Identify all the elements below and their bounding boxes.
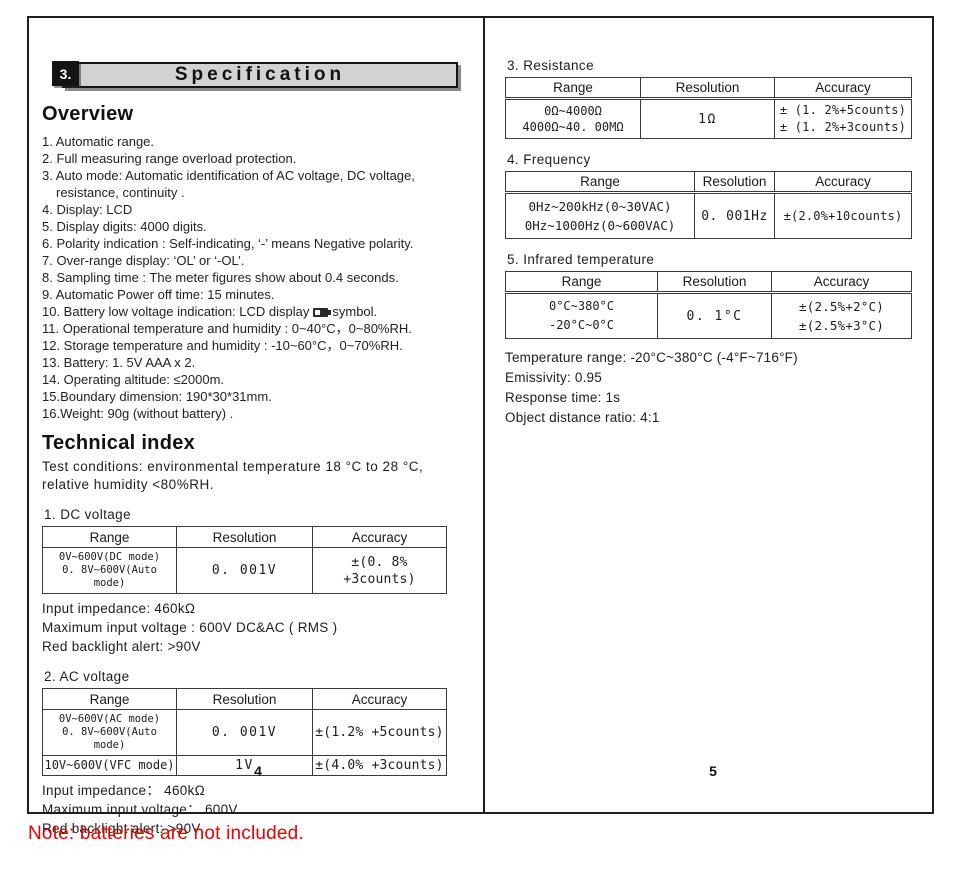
ac-voltage-table: Range Resolution Accuracy 0V~600V(AC mod… <box>42 688 447 776</box>
col-header-resolution: Resolution <box>694 171 775 194</box>
col-header-resolution: Resolution <box>176 526 313 548</box>
battery-item-prefix: 10. Battery low voltage indication: LCD … <box>42 304 310 319</box>
table-row: 0°C~380°C -20°C~0°C 0. 1°C ±(2.5%+2°C) ±… <box>505 292 912 339</box>
list-item: 13. Battery: 1. 5V AAA x 2. <box>42 355 196 370</box>
page-4: 3. Specification Overview 1. Automatic r… <box>42 46 470 838</box>
table-row: 0Hz~200kHz(0~30VAC) 0Hz~1000Hz(0~600VAC)… <box>505 192 912 239</box>
col-header-range: Range <box>505 171 695 194</box>
page-border <box>27 16 934 814</box>
page-number-5: 5 <box>709 763 717 779</box>
resistance-resolution-cell: 1Ω <box>640 98 775 139</box>
col-header-resolution: Resolution <box>640 77 775 100</box>
table-row: 10V~600V(VFC mode) 1V ±(4.0% +3counts) <box>42 755 447 776</box>
section-title: Specification <box>174 64 346 85</box>
list-item: 3. Auto mode: Automatic identification o… <box>42 168 415 200</box>
note-line: Object distance ratio: 4:1 <box>505 410 660 425</box>
note-line: Response time: 1s <box>505 390 621 405</box>
col-header-accuracy: Accuracy <box>774 77 912 100</box>
col-header-range: Range <box>42 688 177 710</box>
list-item: 12. Storage temperature and humidity : -… <box>42 338 403 353</box>
ac-vfc-resolution-cell: 1V <box>176 755 313 776</box>
note-line: Maximum input voltage : 600V DC&AC ( RMS… <box>42 620 338 635</box>
ac-notes: Input impedance： 460kΩ Maximum input vol… <box>42 781 470 838</box>
section-header-bar: 3. Specification <box>52 61 458 88</box>
list-item: 15.Boundary dimension: 190*30*31mm. <box>42 389 272 404</box>
list-item: 9. Automatic Power off time: 15 minutes. <box>42 287 275 302</box>
ac-accuracy-cell: ±(1.2% +5counts) <box>312 709 447 756</box>
frequency-range-cell: 0Hz~200kHz(0~30VAC) 0Hz~1000Hz(0~600VAC) <box>505 192 695 239</box>
dc-range-cell: 0V~600V(DC mode) 0. 8V~600V(Auto mode) <box>42 547 177 594</box>
col-header-accuracy: Accuracy <box>771 271 912 294</box>
resistance-accuracy-cell: ± (1. 2%+5counts) ± (1. 2%+3counts) <box>774 98 912 139</box>
overview-heading: Overview <box>42 103 134 125</box>
resistance-title: 3. Resistance <box>507 58 594 73</box>
infrared-accuracy-cell: ±(2.5%+2°C) ±(2.5%+3°C) <box>771 292 912 339</box>
ac-vfc-accuracy-cell: ±(4.0% +3counts) <box>312 755 447 776</box>
note-line: Input impedance: 460kΩ <box>42 601 196 616</box>
table-row: 0V~600V(AC mode) 0. 8V~600V(Auto mode) 0… <box>42 709 447 756</box>
frequency-resolution-cell: 0. 001Hz <box>694 192 775 239</box>
col-header-accuracy: Accuracy <box>312 526 447 548</box>
list-item: 4. Display: LCD <box>42 202 133 217</box>
note-line: Red backlight alert: >90V <box>42 821 201 836</box>
technical-index-heading: Technical index <box>42 432 196 454</box>
dc-voltage-table: Range Resolution Accuracy 0V~600V(DC mod… <box>42 526 447 594</box>
col-header-range: Range <box>505 271 658 294</box>
list-item-battery: 10. Battery low voltage indication: LCD … <box>42 303 470 320</box>
infrared-notes: Temperature range: -20°C~380°C (-4°F~716… <box>505 348 915 428</box>
note-line: Emissivity: 0.95 <box>505 370 602 385</box>
page-number-4: 4 <box>254 763 262 779</box>
col-header-range: Range <box>42 526 177 548</box>
frequency-accuracy-cell: ±(2.0%+10counts) <box>774 192 912 239</box>
dc-resolution-cell: 0. 001V <box>176 547 313 594</box>
note-line: Temperature range: -20°C~380°C (-4°F~716… <box>505 350 798 365</box>
infrared-resolution-cell: 0. 1°C <box>657 292 772 339</box>
infrared-title: 5. Infrared temperature <box>507 252 655 267</box>
note-line: Red backlight alert: >90V <box>42 639 201 654</box>
battery-icon <box>313 308 332 317</box>
ac-range-cell: 0V~600V(AC mode) 0. 8V~600V(Auto mode) <box>42 709 177 756</box>
ac-vfc-range-cell: 10V~600V(VFC mode) <box>42 755 177 776</box>
col-header-resolution: Resolution <box>657 271 772 294</box>
list-item: 5. Display digits: 4000 digits. <box>42 219 207 234</box>
note-line: Input impedance： 460kΩ <box>42 783 206 798</box>
infrared-range-cell: 0°C~380°C -20°C~0°C <box>505 292 658 339</box>
section-number-badge: 3. <box>52 61 79 86</box>
list-item: 8. Sampling time : The meter figures sho… <box>42 270 399 285</box>
col-header-accuracy: Accuracy <box>312 688 447 710</box>
list-item: 14. Operating altitude: ≤2000m. <box>42 372 225 387</box>
resistance-table: Range Resolution Accuracy 0Ω~4000Ω 4000Ω… <box>505 77 912 139</box>
ac-voltage-title: 2. AC voltage <box>44 669 130 684</box>
dc-accuracy-cell: ±(0. 8% +3counts) <box>312 547 447 594</box>
resistance-range-cell: 0Ω~4000Ω 4000Ω~40. 00MΩ <box>505 98 641 139</box>
list-item: 6. Polarity indication : Self-indicating… <box>42 236 414 251</box>
col-header-resolution: Resolution <box>176 688 313 710</box>
list-item: 11. Operational temperature and humidity… <box>42 321 412 336</box>
overview-list: 1. Automatic range. 2. Full measuring ra… <box>42 133 470 422</box>
ac-resolution-cell: 0. 001V <box>176 709 313 756</box>
table-row: 0Ω~4000Ω 4000Ω~40. 00MΩ 1Ω ± (1. 2%+5cou… <box>505 98 912 139</box>
table-row: 0V~600V(DC mode) 0. 8V~600V(Auto mode) 0… <box>42 547 447 594</box>
infrared-table: Range Resolution Accuracy 0°C~380°C -20°… <box>505 271 912 339</box>
list-item: 16.Weight: 90g (without battery) . <box>42 406 234 421</box>
dc-voltage-title: 1. DC voltage <box>44 507 131 522</box>
battery-item-suffix: symbol. <box>332 304 378 319</box>
dc-notes: Input impedance: 460kΩ Maximum input vol… <box>42 599 470 656</box>
page-divider <box>483 18 485 812</box>
list-item: 1. Automatic range. <box>42 134 155 149</box>
list-item: 7. Over-range display: ‘OL’ or ‘-OL’. <box>42 253 245 268</box>
page-5: 3. Resistance Range Resolution Accuracy … <box>505 52 915 428</box>
batteries-note: Note: batteries are not included. <box>28 823 304 844</box>
frequency-table: Range Resolution Accuracy 0Hz~200kHz(0~3… <box>505 171 912 239</box>
list-item: 2. Full measuring range overload protect… <box>42 151 297 166</box>
col-header-range: Range <box>505 77 641 100</box>
frequency-title: 4. Frequency <box>507 152 591 167</box>
col-header-accuracy: Accuracy <box>774 171 912 194</box>
note-line: Maximum input voltage： 600V <box>42 802 238 817</box>
test-conditions: Test conditions: environmental temperatu… <box>42 459 424 492</box>
